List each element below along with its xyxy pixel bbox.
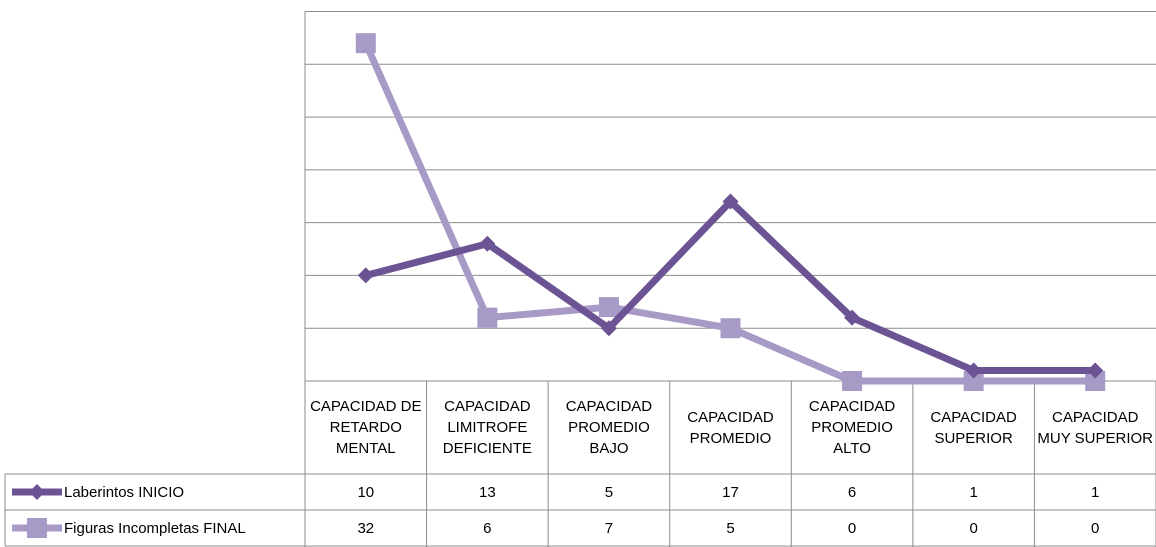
point [722,193,739,210]
table-value: 6 [847,483,857,501]
table-value: 5 [726,519,735,537]
x-tick-label: CAPACIDAD DE RETARDO MENTAL [310,398,422,457]
legend-key-marker [29,484,45,500]
table-value: 6 [483,519,492,537]
x-tick-label: CAPACIDAD PROMEDIO BAJO [565,398,653,457]
table-value: 32 [357,519,375,537]
point [479,235,496,252]
table-value: 0 [1091,519,1100,537]
point [357,267,374,284]
point [720,318,741,339]
point [355,33,376,54]
x-tick-label: CAPACIDAD PROMEDIO [687,408,774,447]
table-value: 10 [357,483,375,501]
legend-label: Laberintos INICIO [64,483,185,501]
x-tick-label: CAPACIDAD MUY SUPERIOR [1037,408,1153,447]
point [600,320,617,337]
table-value: 17 [722,483,739,501]
table-value: 0 [969,519,978,537]
x-tick-label: CAPACIDAD PROMEDIO ALTO [808,398,896,457]
table-value: 1 [969,483,978,501]
point [598,297,619,318]
point [1087,362,1104,379]
x-tick-label: CAPACIDAD SUPERIOR [930,408,1017,447]
table-value: 0 [847,519,857,537]
table-value: 1 [1091,483,1100,501]
point [965,362,982,379]
point [963,371,984,391]
table-value: 7 [604,519,614,537]
legend-key-marker [27,518,47,538]
table-value: 5 [604,483,614,501]
x-tick-label: CAPACIDAD LIMITROFE DEFICIENTE [442,398,532,457]
table-value: 13 [479,483,496,501]
point [1085,371,1106,391]
point [842,371,863,391]
legend-label: Figuras Incompletas FINAL [64,519,246,537]
point [844,309,861,326]
point [477,307,498,328]
